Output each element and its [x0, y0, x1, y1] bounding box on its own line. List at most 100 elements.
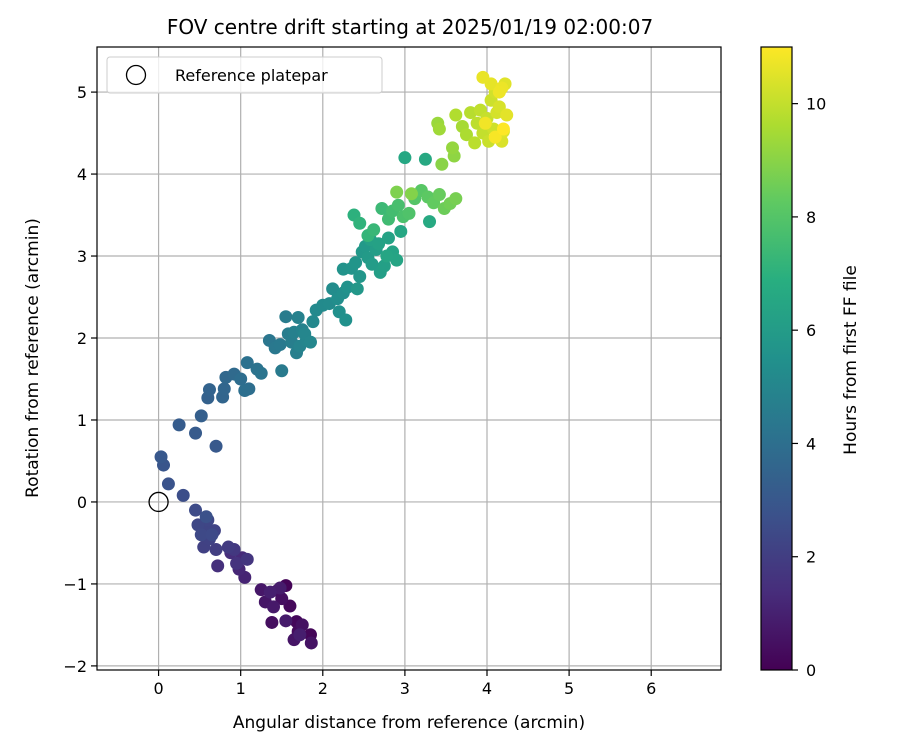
colorbar-tick-label: 8: [806, 208, 816, 227]
data-point: [432, 122, 446, 136]
x-tick-label: 6: [646, 679, 656, 698]
data-point: [240, 356, 254, 370]
data-point: [468, 136, 482, 150]
data-point: [295, 618, 309, 632]
reference-marker-group: [148, 491, 169, 513]
colorbar-label: Hours from first FF file: [841, 265, 861, 455]
data-point: [209, 439, 223, 453]
data-point: [449, 108, 463, 122]
legend-marker-icon: [125, 64, 147, 86]
data-point: [199, 510, 213, 524]
data-point: [372, 237, 386, 251]
data-point: [230, 556, 244, 570]
data-point: [488, 130, 502, 144]
data-point: [265, 615, 279, 629]
data-point: [464, 106, 478, 120]
data-point: [304, 636, 318, 650]
colorbar-tick-label: 4: [806, 434, 816, 453]
colorbar-tick-label: 0: [806, 661, 816, 680]
data-point: [404, 187, 418, 201]
data-point: [377, 259, 391, 273]
colorbar: 0 2 4 6 8 10 Hours from first FF file: [760, 46, 861, 680]
data-point: [221, 540, 235, 554]
x-tick-label: 1: [236, 679, 246, 698]
y-tick-label: −2: [63, 657, 87, 676]
colorbar-frame: [760, 46, 793, 671]
plot-frame: [96, 46, 722, 671]
x-tick-label: 2: [318, 679, 328, 698]
data-point: [275, 364, 289, 378]
y-tick-label: 0: [77, 493, 87, 512]
y-tick-label: 2: [77, 329, 87, 348]
x-tick-label: 0: [153, 679, 163, 698]
data-point: [449, 192, 463, 206]
data-point: [211, 559, 225, 573]
legend-label: Reference platepar: [175, 66, 328, 85]
chart-title: FOV centre drift starting at 2025/01/19 …: [167, 15, 653, 39]
data-point: [478, 116, 492, 130]
data-point: [217, 382, 231, 396]
data-point: [367, 223, 381, 237]
data-point: [326, 282, 340, 296]
data-point: [209, 542, 223, 556]
data-point: [349, 256, 363, 270]
data-point: [273, 581, 287, 595]
data-point: [390, 253, 404, 267]
data-point: [293, 628, 307, 642]
data-point: [365, 257, 379, 271]
data-point: [254, 366, 268, 380]
data-point: [340, 280, 354, 294]
data-point: [194, 528, 208, 542]
x-axis-label: Angular distance from reference (arcmin): [233, 713, 585, 733]
data-point: [279, 614, 293, 628]
reference-platepar-marker: [148, 491, 169, 513]
data-point: [172, 418, 186, 432]
y-tick-label: −1: [63, 575, 87, 594]
data-point: [238, 383, 252, 397]
data-point: [459, 128, 473, 142]
data-point: [435, 157, 449, 171]
data-point: [391, 198, 405, 212]
data-point: [353, 270, 367, 284]
data-point: [176, 488, 190, 502]
data-point: [496, 122, 510, 136]
data-point: [154, 450, 168, 464]
colorbar-ticks: 0 2 4 6 8 10: [792, 95, 826, 680]
data-point: [380, 249, 394, 263]
data-point: [476, 70, 490, 84]
data-point: [234, 372, 248, 386]
colorbar-gradient: [761, 47, 792, 670]
data-point: [390, 185, 404, 199]
y-tick-label: 5: [77, 83, 87, 102]
data-point: [350, 282, 364, 296]
data-point: [492, 85, 506, 99]
data-point: [205, 528, 219, 542]
data-point: [263, 585, 277, 599]
data-point: [402, 206, 416, 220]
data-point: [306, 315, 320, 329]
data-point: [291, 311, 305, 325]
data-point: [194, 409, 208, 423]
legend: Reference platepar: [106, 56, 383, 94]
data-point: [202, 383, 216, 397]
data-point: [161, 477, 175, 491]
y-tick-label: 1: [77, 411, 87, 430]
data-point: [398, 151, 412, 165]
y-tick-label: 3: [77, 247, 87, 266]
data-point: [446, 141, 460, 155]
x-tick-label: 3: [400, 679, 410, 698]
data-point: [500, 108, 514, 122]
data-point: [273, 338, 287, 352]
data-point: [191, 518, 205, 532]
x-tick-label: 5: [564, 679, 574, 698]
legend-box: [106, 56, 383, 94]
colorbar-tick-label: 2: [806, 548, 816, 567]
x-tick-label: 4: [482, 679, 492, 698]
data-point: [423, 215, 437, 229]
data-point: [189, 503, 203, 517]
data-point: [394, 224, 408, 238]
data-points: [154, 70, 514, 650]
colorbar-tick-label: 10: [806, 95, 826, 114]
colorbar-tick-label: 6: [806, 321, 816, 340]
